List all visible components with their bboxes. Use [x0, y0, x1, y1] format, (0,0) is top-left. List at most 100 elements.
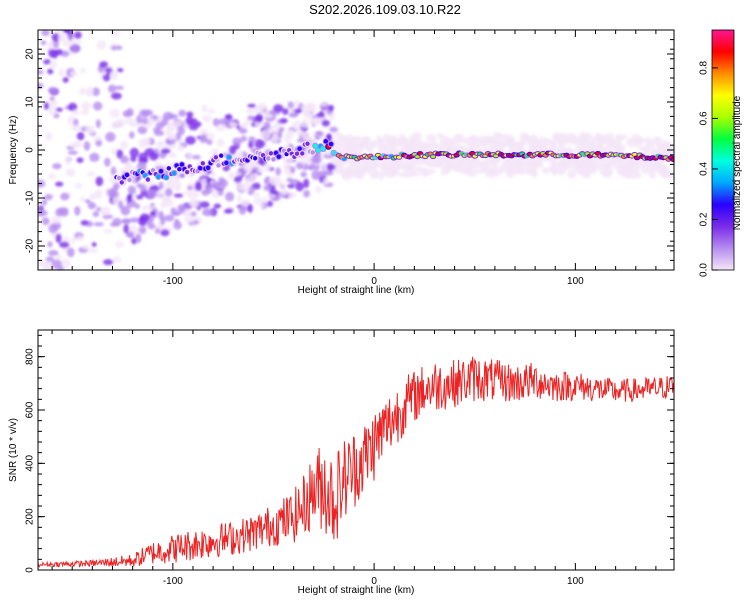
- heatmap-cell: [242, 160, 254, 171]
- heatmap-cell: [316, 162, 328, 168]
- heatmap-cell: [66, 247, 75, 258]
- snr-x-tick-label: 0: [371, 576, 377, 587]
- heatmap-cell: [551, 166, 560, 174]
- heatmap-cell: [156, 174, 161, 179]
- heatmap-cell: [216, 163, 221, 168]
- colorbar-gradient: [711, 29, 735, 271]
- heatmap-cell: [287, 183, 295, 189]
- heatmap-cell: [425, 134, 437, 142]
- heatmap-cell: [644, 136, 651, 146]
- heatmap-cell: [177, 204, 186, 214]
- heatmap-cell: [626, 140, 633, 147]
- spectrogram-heatmap: [38, 30, 674, 270]
- heatmap-cell: [328, 113, 335, 121]
- heatmap-cell: [143, 173, 148, 178]
- heatmap-cell: [188, 197, 199, 208]
- heatmap-cell: [44, 194, 53, 201]
- heatmap-cell: [42, 264, 52, 270]
- heatmap-cell: [268, 176, 278, 186]
- heatmap-cell: [228, 145, 237, 156]
- heatmap-cell: [60, 258, 71, 269]
- figure-title: S202.2026.109.03.10.R22: [309, 2, 461, 17]
- heatmap-cell: [205, 184, 213, 194]
- heatmap-cell: [283, 162, 292, 172]
- heatmap-cell: [93, 222, 105, 227]
- snr-frame: [37, 329, 675, 571]
- heatmap-cell: [454, 168, 465, 173]
- heatmap-cell: [89, 152, 100, 162]
- heatmap-cell: [224, 113, 233, 120]
- heatmap-cell: [185, 116, 194, 126]
- heatmap-cell: [65, 168, 76, 177]
- heatmap-cell: [55, 254, 62, 261]
- heatmap-cell: [211, 189, 220, 199]
- heatmap-cell: [470, 151, 475, 155]
- heatmap-cell: [121, 218, 132, 225]
- heatmap-cell: [96, 206, 102, 212]
- heatmap-cell: [40, 40, 47, 46]
- heatmap-cell: [91, 87, 100, 97]
- heatmap-cell: [138, 226, 147, 235]
- heatmap-cell: [170, 211, 181, 216]
- heatmap-cell: [287, 191, 297, 199]
- heatmap-cell: [129, 217, 140, 223]
- snr-x-tick-label: 100: [567, 576, 584, 587]
- heatmap-cell: [245, 108, 257, 114]
- heatmap-cell: [171, 180, 182, 190]
- heatmap-cell: [271, 157, 276, 162]
- heatmap-cell: [294, 151, 300, 156]
- heatmap-cell: [62, 30, 73, 34]
- heatmap-cell: [199, 201, 210, 209]
- heatmap-cell: [47, 86, 58, 94]
- heatmap-cell: [164, 214, 175, 222]
- heatmap-cell: [109, 222, 120, 227]
- heatmap-cell: [253, 197, 263, 206]
- heatmap-cell: [158, 152, 167, 159]
- heatmap-cell: [301, 118, 309, 129]
- heatmap-cell: [273, 104, 284, 113]
- heatmap-cell: [241, 199, 251, 207]
- heatmap-cell: [38, 259, 46, 267]
- snr-y-axis: 0 200 400 600 800: [25, 334, 674, 573]
- heatmap-cell: [187, 153, 193, 159]
- heatmap-cell: [200, 161, 206, 166]
- heatmap-cell: [468, 161, 476, 171]
- heatmap-cell: [595, 151, 601, 155]
- heatmap-cell: [182, 190, 194, 195]
- heatmap-cell: [147, 117, 155, 125]
- heatmap-cell: [252, 192, 261, 198]
- snr-series-line: [38, 356, 674, 568]
- heatmap-cell: [634, 156, 640, 160]
- heatmap-cell: [618, 135, 626, 141]
- heatmap-cell: [236, 194, 242, 203]
- snr-x-axis-title: Height of straight line (km): [298, 585, 415, 596]
- heatmap-cell: [268, 151, 274, 156]
- heatmap-cell: [333, 168, 340, 174]
- heatmap-cell: [87, 247, 99, 253]
- spectrogram-x-axis: -100 0 100: [51, 30, 657, 287]
- heatmap-cell: [281, 108, 289, 115]
- heatmap-cell: [171, 120, 183, 127]
- heatmap-cell: [80, 101, 92, 111]
- heatmap-cell: [393, 138, 402, 148]
- heatmap-cell: [305, 141, 310, 146]
- heatmap-cell: [126, 108, 134, 117]
- heatmap-cell: [359, 164, 371, 171]
- heatmap-cell: [297, 146, 302, 151]
- heatmap-cell: [591, 161, 600, 171]
- heatmap-cell: [634, 171, 642, 179]
- heatmap-cell: [94, 188, 103, 199]
- heatmap-cell: [127, 185, 136, 195]
- heatmap-cell: [164, 175, 169, 180]
- heatmap-cell: [41, 217, 50, 226]
- heatmap-cell: [327, 169, 333, 174]
- heatmap-cell: [321, 119, 330, 127]
- heatmap-cell: [276, 181, 284, 188]
- heatmap-cell: [406, 161, 416, 170]
- heatmap-cell: [207, 108, 216, 114]
- heatmap-cell: [67, 35, 74, 41]
- heatmap-cell: [526, 136, 533, 146]
- heatmap-cell: [205, 132, 216, 140]
- heatmap-cell: [218, 177, 225, 183]
- heatmap-cell: [582, 140, 589, 149]
